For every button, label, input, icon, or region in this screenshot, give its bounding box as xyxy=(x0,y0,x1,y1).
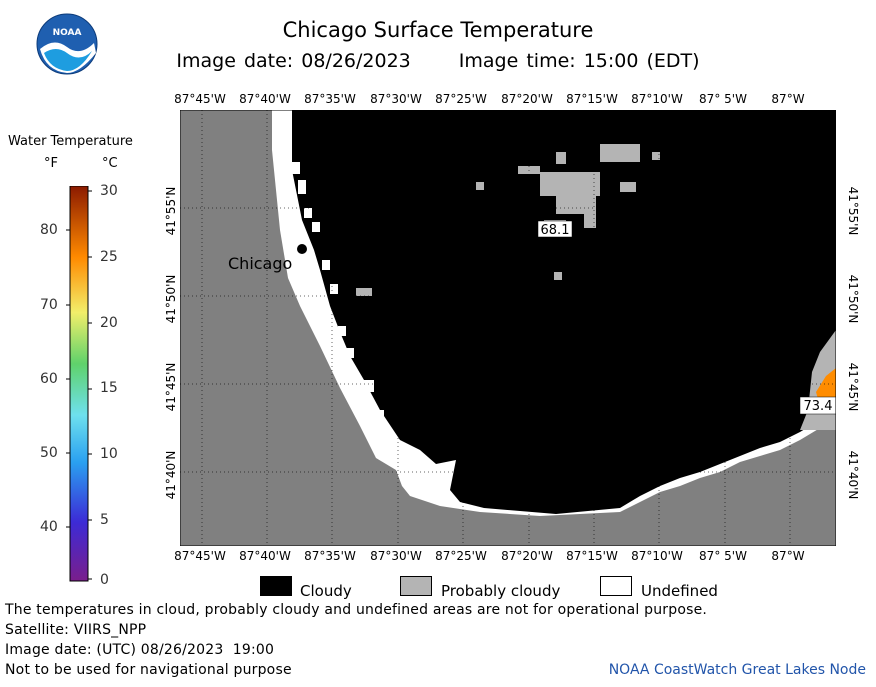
fahrenheit-tick: 50 xyxy=(40,445,58,461)
lon-label-bottom: 87°35'W xyxy=(304,549,356,563)
fahrenheit-tick: 70 xyxy=(40,297,58,313)
celsius-tick: 30 xyxy=(100,183,118,199)
lat-label-left: 41°50'N xyxy=(164,274,178,324)
lon-label-top: 87°20'W xyxy=(501,92,553,106)
lon-label-bottom: 87°15'W xyxy=(566,549,618,563)
lon-label-bottom: 87°40'W xyxy=(239,549,291,563)
probably-cloudy-swatch xyxy=(400,576,432,596)
lon-label-top: 87°10'W xyxy=(631,92,683,106)
lon-label-bottom: 87°45'W xyxy=(174,549,226,563)
temperature-value-label: 68.1 xyxy=(541,223,570,238)
cloudy-label: Cloudy xyxy=(300,582,352,600)
chicago-label: Chicago xyxy=(228,254,292,273)
chicago-marker xyxy=(297,244,307,254)
color-scale-bar xyxy=(66,186,92,582)
celsius-tick: 20 xyxy=(100,315,118,331)
logo-text: NOAA xyxy=(53,28,82,38)
celsius-tick: 0 xyxy=(100,572,109,588)
lon-label-bottom: 87°30'W xyxy=(370,549,422,563)
lat-label-right: 41°40'N xyxy=(846,450,860,500)
credit-text: NOAA CoastWatch Great Lakes Node xyxy=(608,662,866,678)
celsius-tick: 25 xyxy=(100,249,118,265)
undefined-label: Undefined xyxy=(641,582,718,600)
lat-label-left: 41°40'N xyxy=(164,450,178,500)
unit-celsius: °C xyxy=(102,156,118,171)
legend-title: Water Temperature xyxy=(8,134,133,149)
navigation-note: Not to be used for navigational purpose xyxy=(5,662,292,678)
fahrenheit-tick: 40 xyxy=(40,519,58,535)
celsius-tick: 10 xyxy=(100,446,118,462)
lon-label-top: 87°25'W xyxy=(435,92,487,106)
lat-label-left: 41°45'N xyxy=(164,362,178,412)
celsius-tick: 15 xyxy=(100,380,118,396)
lat-label-left: 41°55'N xyxy=(164,186,178,236)
temperature-map: Chicago 68.1 73.4 xyxy=(180,110,836,546)
lon-label-bottom: 87°10'W xyxy=(631,549,683,563)
image-time: Image time: 15:00 (EDT) xyxy=(458,50,700,72)
operational-note: The temperatures in cloud, probably clou… xyxy=(5,602,708,618)
fahrenheit-tick: 80 xyxy=(40,222,58,238)
lon-label-top: 87°35'W xyxy=(304,92,356,106)
satellite-info: Satellite: VIIRS_NPP xyxy=(5,622,147,638)
lat-label-right: 41°55'N xyxy=(846,186,860,236)
image-date: Image date: 08/26/2023 xyxy=(176,50,411,72)
temperature-value-label: 73.4 xyxy=(804,399,833,414)
lon-label-bottom: 87°W xyxy=(771,549,805,563)
lon-label-top: 87°30'W xyxy=(370,92,422,106)
lon-label-top: 87°15'W xyxy=(566,92,618,106)
graticule xyxy=(180,110,836,546)
lon-label-bottom: 87° 5'W xyxy=(699,549,747,563)
lon-label-top: 87° 5'W xyxy=(699,92,747,106)
lon-label-bottom: 87°20'W xyxy=(501,549,553,563)
lon-label-top: 87°40'W xyxy=(239,92,291,106)
lon-label-bottom: 87°25'W xyxy=(435,549,487,563)
celsius-tick: 5 xyxy=(100,512,109,528)
noaa-logo: NOAA xyxy=(36,13,98,75)
unit-fahrenheit: °F xyxy=(44,156,58,171)
utc-date: Image date: (UTC) 08/26/2023 19:00 xyxy=(5,642,275,658)
lon-label-top: 87°45'W xyxy=(174,92,226,106)
cloudy-area xyxy=(292,110,836,514)
warm-water-area xyxy=(816,368,836,406)
image-date-time: Image date: 08/26/2023 Image time: 15:00… xyxy=(0,50,876,72)
page-title: Chicago Surface Temperature xyxy=(282,18,594,42)
lat-label-right: 41°50'N xyxy=(846,274,860,324)
fahrenheit-tick: 60 xyxy=(40,371,58,387)
lon-label-top: 87°W xyxy=(771,92,805,106)
lat-label-right: 41°45'N xyxy=(846,362,860,412)
probably-cloudy-label: Probably cloudy xyxy=(441,582,561,600)
probably-cloudy-area xyxy=(356,144,836,430)
cloudy-swatch xyxy=(260,576,292,596)
undefined-swatch xyxy=(600,576,632,596)
